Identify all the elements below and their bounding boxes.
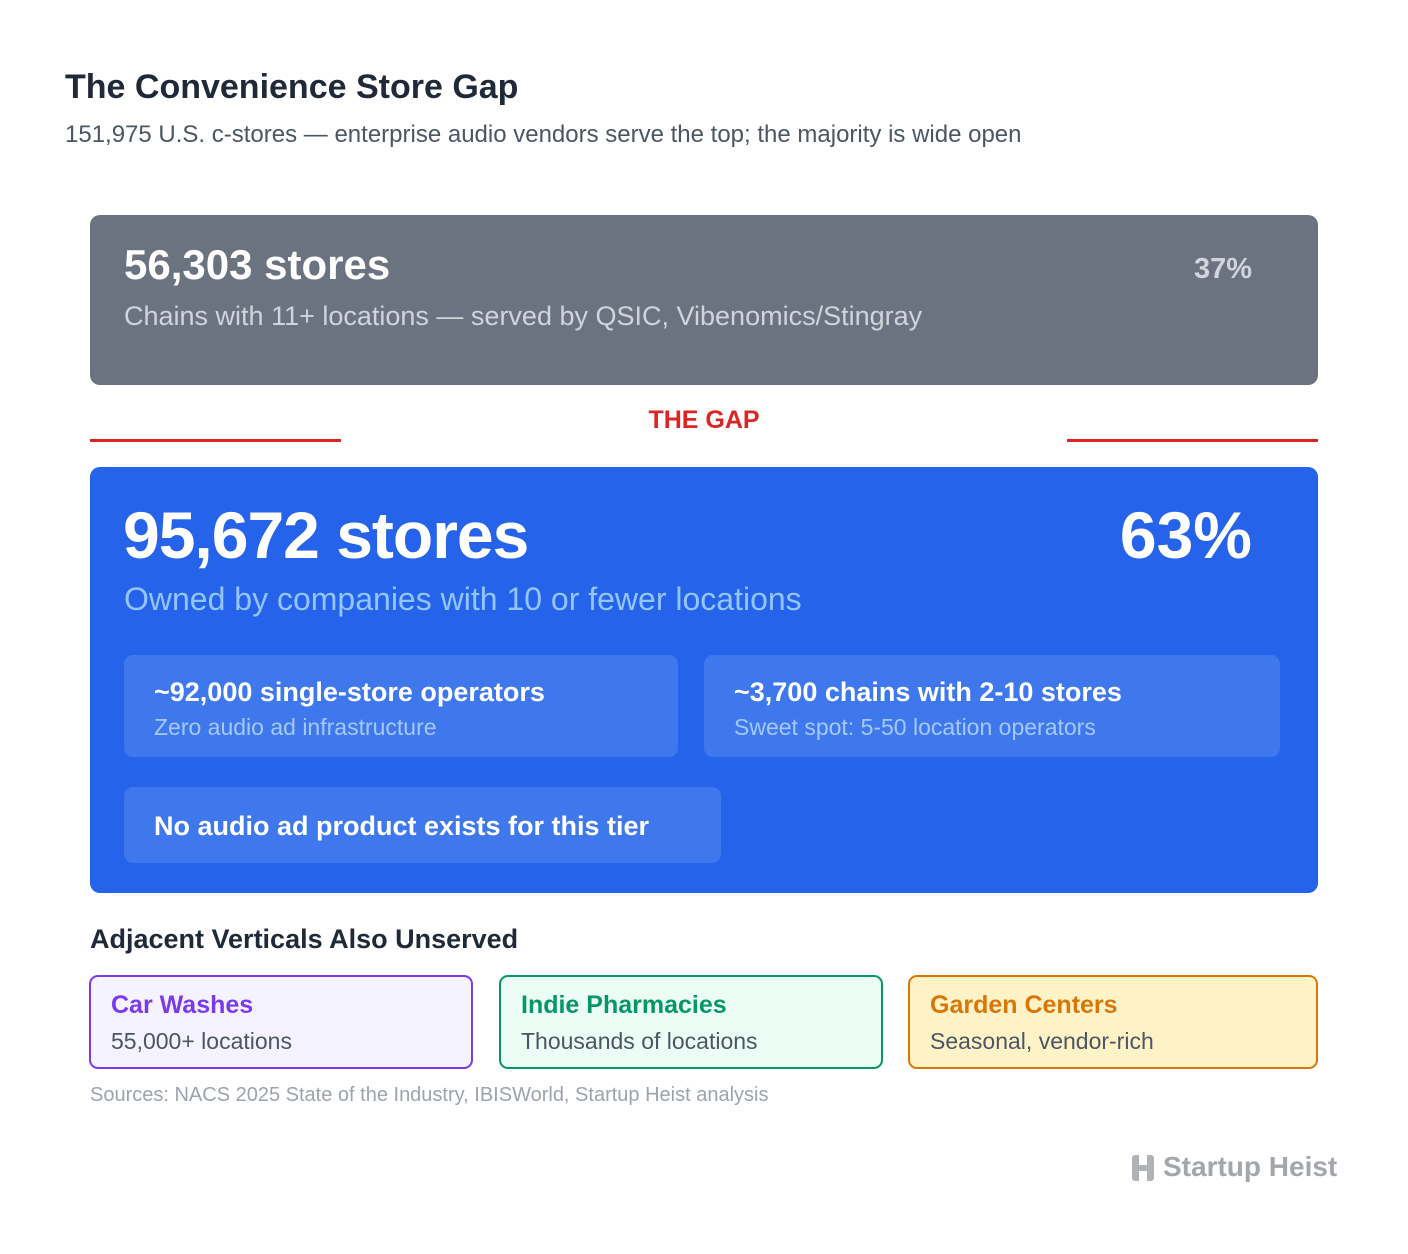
top-description: Chains with 11+ locations — served by QS… <box>124 301 923 331</box>
bottom-share: 63% <box>1119 498 1252 572</box>
bottom-description: Owned by companies with 10 or fewer loca… <box>124 581 802 617</box>
card-title: ~92,000 single-store operators <box>154 677 545 707</box>
top-tier-box: 56,303 stores 37% Chains with 11+ locati… <box>90 215 1318 385</box>
card-note: Zero audio ad infrastructure <box>154 714 437 740</box>
info-card: No audio ad product exists for this tier <box>124 787 721 863</box>
vertical-detail: Thousands of locations <box>521 1028 758 1054</box>
gap-line <box>90 439 341 442</box>
sources: Sources: NACS 2025 State of the Industry… <box>90 1084 769 1106</box>
bottom-tier-box: 95,672 stores 63% Owned by companies wit… <box>90 467 1318 893</box>
bottom-count: 95,672 stores <box>123 498 529 572</box>
top-share: 37% <box>1193 253 1252 285</box>
brand-icon <box>1132 1155 1154 1181</box>
title: The Convenience Store Gap <box>65 68 519 106</box>
card-title: ~3,700 chains with 2-10 stores <box>734 677 1122 707</box>
info-card: ~92,000 single-store operators Zero audi… <box>124 655 678 757</box>
vertical-name: Indie Pharmacies <box>521 991 727 1019</box>
vertical-card: Garden Centers Seasonal, vendor-rich <box>908 975 1318 1069</box>
top-count: 56,303 stores <box>124 241 391 288</box>
vertical-detail: Seasonal, vendor-rich <box>930 1028 1154 1054</box>
vertical-name: Garden Centers <box>930 991 1118 1019</box>
gap-label: THE GAP <box>648 406 760 434</box>
subtitle: 151,975 U.S. c-stores — enterprise audio… <box>65 121 1022 148</box>
vertical-name: Car Washes <box>111 991 254 1019</box>
card-title: No audio ad product exists for this tier <box>154 811 650 841</box>
gap-line <box>1067 439 1318 442</box>
vertical-card: Indie Pharmacies Thousands of locations <box>499 975 883 1069</box>
vertical-detail: 55,000+ locations <box>111 1028 292 1054</box>
brand: Startup Heist <box>1163 1151 1338 1182</box>
card-note: Sweet spot: 5-50 location operators <box>734 714 1096 740</box>
adjacent-heading: Adjacent Verticals Also Unserved <box>90 924 519 954</box>
vertical-card: Car Washes 55,000+ locations <box>89 975 473 1069</box>
info-card: ~3,700 chains with 2-10 stores Sweet spo… <box>704 655 1280 757</box>
